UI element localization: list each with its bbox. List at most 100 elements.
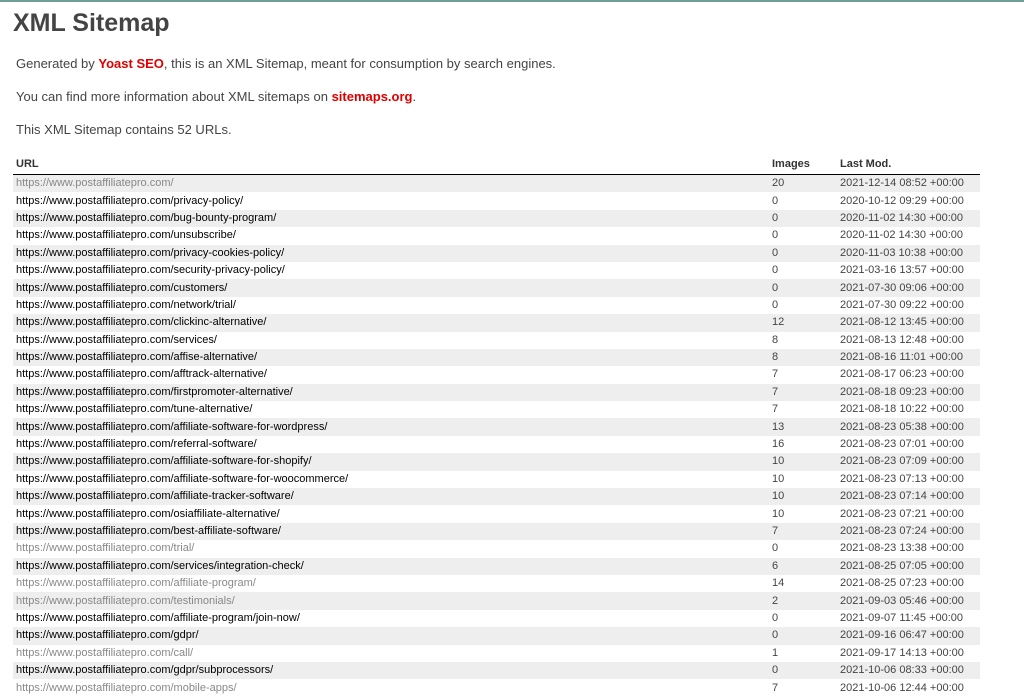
url-link[interactable]: https://www.postaffiliatepro.com/tune-al… [16,403,253,416]
images-cell: 7 [769,522,837,541]
images-cell: 0 [772,298,779,311]
url-link[interactable]: https://www.postaffiliatepro.com/referra… [16,438,257,451]
url-link[interactable]: https://www.postaffiliatepro.com/service… [16,559,304,572]
url-link[interactable]: https://www.postaffiliatepro.com/testimo… [16,594,235,607]
table-row: https://www.postaffiliatepro.com/gdpr/0 2… [13,627,980,645]
lastmod-cell: 2021-09-07 11:45 +00:00 [840,611,964,624]
url-link[interactable]: https://www.postaffiliatepro.com/call/ [16,646,194,659]
url-cell: https://www.postaffiliatepro.com/affise-… [13,348,769,367]
url-cell: https://www.postaffiliatepro.com/network… [13,297,769,314]
table-row: https://www.postaffiliatepro.com/privacy… [13,192,980,209]
url-link[interactable]: https://www.postaffiliatepro.com/service… [16,333,217,346]
url-cell: https://www.postaffiliatepro.com/ [13,174,769,193]
url-link[interactable]: https://www.postaffiliatepro.com/mobile-… [16,681,237,694]
lastmod-cell: 2021-08-23 05:38 +00:00 [837,418,980,436]
url-link[interactable]: https://www.postaffiliatepro.com/privacy… [16,246,285,259]
url-link[interactable]: https://www.postaffiliatepro.com/unsubsc… [16,229,236,242]
images-cell: 8 [769,348,837,367]
url-link[interactable]: https://www.postaffiliatepro.com/osiaffi… [16,507,280,520]
url-cell: https://www.postaffiliatepro.com/testimo… [13,592,769,610]
url-cell: https://www.postaffiliatepro.com/privacy… [13,192,769,209]
url-cell: https://www.postaffiliatepro.com/best-af… [13,522,769,541]
yoast-seo-link[interactable]: Yoast SEO [98,56,164,71]
header-images: Images [769,157,837,175]
images-cell: 20 [769,174,837,193]
url-cell: https://www.postaffiliatepro.com/gdpr/su… [13,661,769,680]
lastmod-cell: 2021-09-03 05:46 +00:00 [837,592,980,610]
intro-text: , this is an XML Sitemap, meant for cons… [163,56,556,71]
url-link[interactable]: https://www.postaffiliatepro.com/affise-… [16,351,258,364]
images-cell: 0 [772,611,779,624]
url-link[interactable]: https://www.postaffiliatepro.com/clickin… [16,316,267,329]
url-cell: https://www.postaffiliatepro.com/affilia… [13,471,769,488]
table-header: URL Images Last Mod. [13,157,980,175]
url-link[interactable]: https://www.postaffiliatepro.com/ [16,177,174,190]
table-row: https://www.postaffiliatepro.com/affilia… [13,471,980,488]
sitemaps-org-link[interactable]: sitemaps.org [331,89,413,104]
lastmod-cell: 2021-08-23 07:13 +00:00 [840,472,964,485]
url-link[interactable]: https://www.postaffiliatepro.com/securit… [16,264,285,277]
table-row: https://www.postaffiliatepro.com/bug-bou… [13,209,980,228]
table-row: https://www.postaffiliatepro.com/affilia… [13,610,980,627]
lastmod-cell: 2021-08-16 11:01 +00:00 [837,348,980,367]
images-cell: 1 [772,646,779,659]
url-link[interactable]: https://www.postaffiliatepro.com/afftrac… [16,368,267,381]
url-link[interactable]: https://www.postaffiliatepro.com/affilia… [16,472,349,485]
images-cell: 7 [772,403,779,416]
images-cell: 13 [769,418,837,436]
url-cell: https://www.postaffiliatepro.com/affilia… [13,575,769,592]
table-row: https://www.postaffiliatepro.com/referra… [13,436,980,453]
lastmod-cell: 2021-08-23 13:38 +00:00 [840,542,964,555]
url-cell: https://www.postaffiliatepro.com/bug-bou… [13,209,769,228]
images-cell: 0 [772,194,779,207]
intro-text: You can find more information about XML … [16,89,332,104]
images-cell: 10 [769,488,837,506]
lastmod-cell: 2020-11-03 10:38 +00:00 [837,244,980,262]
url-cell: https://www.postaffiliatepro.com/privacy… [13,244,769,262]
lastmod-cell: 2021-10-06 12:44 +00:00 [840,681,964,694]
url-link[interactable]: https://www.postaffiliatepro.com/bug-bou… [16,211,277,224]
header-last-mod: Last Mod. [837,157,980,175]
url-link[interactable]: https://www.postaffiliatepro.com/trial/ [16,542,195,555]
lastmod-cell: 2021-03-16 13:57 +00:00 [840,264,964,277]
table-row: https://www.postaffiliatepro.com/clickin… [13,314,980,332]
url-link[interactable]: https://www.postaffiliatepro.com/network… [16,298,236,311]
lastmod-cell: 2021-08-17 06:23 +00:00 [840,368,964,381]
url-link[interactable]: https://www.postaffiliatepro.com/best-af… [16,525,281,537]
lastmod-cell: 2021-10-06 08:33 +00:00 [837,661,980,680]
lastmod-cell: 2021-08-23 07:24 +00:00 [837,522,980,541]
url-cell: https://www.postaffiliatepro.com/call/ [13,645,769,662]
table-row: https://www.postaffiliatepro.com/mobile-… [13,679,980,696]
url-link[interactable]: https://www.postaffiliatepro.com/affilia… [16,420,328,433]
url-link[interactable]: https://www.postaffiliatepro.com/affilia… [16,455,312,468]
lastmod-cell: 2021-08-18 09:23 +00:00 [837,383,980,402]
images-cell: 7 [772,681,779,694]
url-link[interactable]: https://www.postaffiliatepro.com/firstpr… [16,385,293,398]
url-link[interactable]: https://www.postaffiliatepro.com/affilia… [16,490,294,503]
images-cell: 0 [769,244,837,262]
lastmod-cell: 2020-11-02 14:30 +00:00 [840,229,964,242]
url-link[interactable]: https://www.postaffiliatepro.com/gdpr/su… [16,664,274,677]
url-cell: https://www.postaffiliatepro.com/afftrac… [13,366,769,383]
url-link[interactable]: https://www.postaffiliatepro.com/affilia… [16,577,256,590]
url-link[interactable]: https://www.postaffiliatepro.com/affilia… [16,611,300,624]
table-row: https://www.postaffiliatepro.com/affise-… [13,348,980,367]
url-cell: https://www.postaffiliatepro.com/securit… [13,262,769,279]
page-title: XML Sitemap [13,9,170,37]
url-count: This XML Sitemap contains 52 URLs. [16,122,232,137]
url-link[interactable]: https://www.postaffiliatepro.com/custome… [16,281,228,294]
url-link[interactable]: https://www.postaffiliatepro.com/privacy… [16,194,244,207]
intro-text: Generated by [16,56,99,71]
table-row: https://www.postaffiliatepro.com/testimo… [13,592,980,610]
url-cell: https://www.postaffiliatepro.com/custome… [13,279,769,297]
lastmod-cell: 2021-07-30 09:06 +00:00 [837,279,980,297]
images-cell: 0 [772,229,779,242]
images-cell: 10 [769,453,837,471]
url-cell: https://www.postaffiliatepro.com/affilia… [13,453,769,471]
url-cell: https://www.postaffiliatepro.com/tune-al… [13,401,769,418]
url-cell: https://www.postaffiliatepro.com/firstpr… [13,383,769,402]
table-row: https://www.postaffiliatepro.com/service… [13,332,980,349]
table-row: https://www.postaffiliatepro.com/network… [13,297,980,314]
images-cell: 6 [769,557,837,575]
url-link[interactable]: https://www.postaffiliatepro.com/gdpr/ [16,629,199,642]
